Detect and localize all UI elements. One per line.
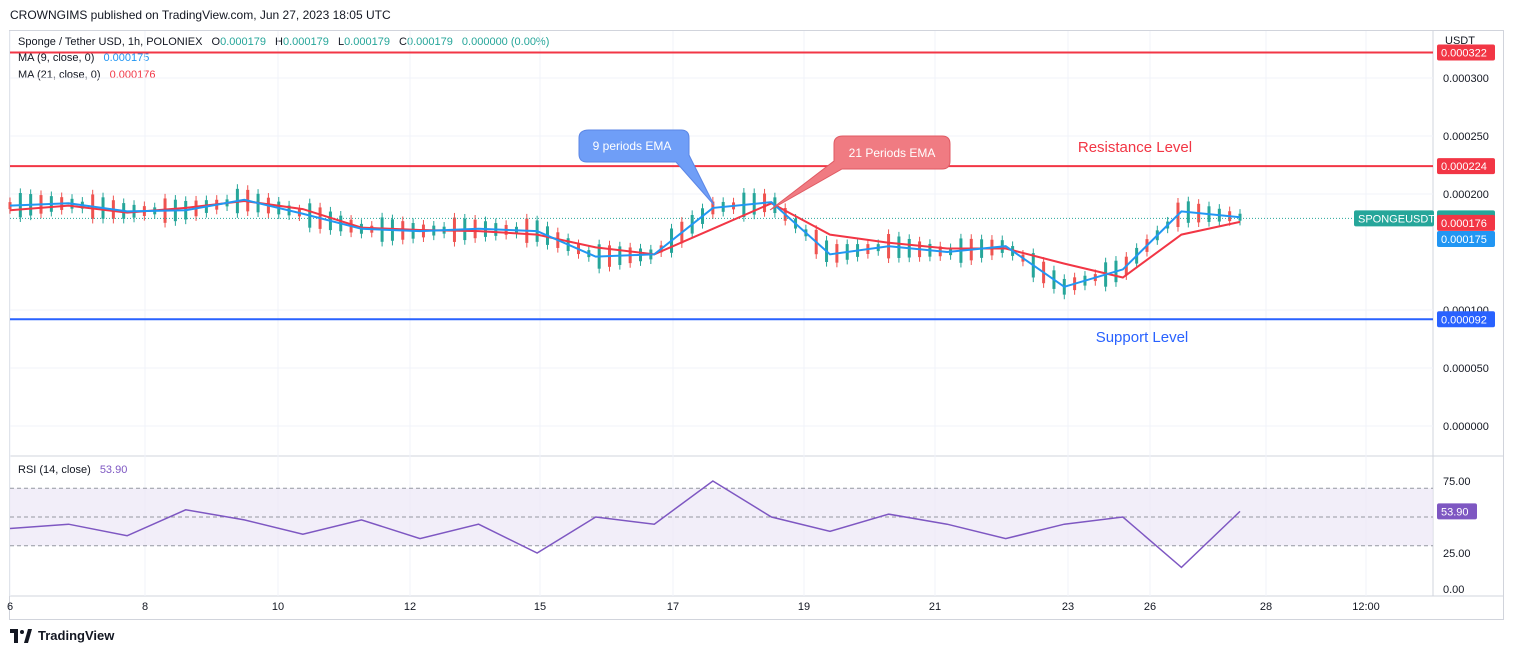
ma9-value: 0.000175: [103, 52, 150, 64]
ma21-value: 0.000176: [109, 69, 156, 81]
ohlc-open: O0.000179: [211, 36, 266, 48]
ma9-label: MA (9, close, 0): [18, 52, 95, 64]
ohlc-low: L0.000179: [337, 36, 390, 48]
rsi-legend[interactable]: RSI (14, close) 53.90: [18, 464, 133, 476]
rsi-value: 53.90: [99, 464, 128, 476]
tradingview-logo-icon: [10, 628, 32, 643]
ohlc-close: C0.000179: [399, 36, 453, 48]
ma9-legend[interactable]: MA (9, close, 0) 0.000175: [18, 52, 155, 64]
publish-header: CROWNGIMS published on TradingView.com, …: [10, 8, 391, 22]
symbol-legend: Sponge / Tether USD, 1h, POLONIEX O0.000…: [18, 36, 555, 48]
ohlc-high: H0.000179: [275, 36, 329, 48]
ma21-legend[interactable]: MA (21, close, 0) 0.000176: [18, 69, 162, 81]
ohlc-change: 0.000000 (0.00%): [461, 36, 550, 48]
rsi-label: RSI (14, close): [18, 464, 91, 476]
symbol-name[interactable]: Sponge / Tether USD, 1h, POLONIEX: [18, 36, 203, 48]
tradingview-footer[interactable]: TradingView: [10, 628, 114, 643]
ma21-label: MA (21, close, 0): [18, 69, 101, 81]
chart-frame: [9, 30, 1504, 620]
tradingview-brand: TradingView: [38, 628, 115, 643]
